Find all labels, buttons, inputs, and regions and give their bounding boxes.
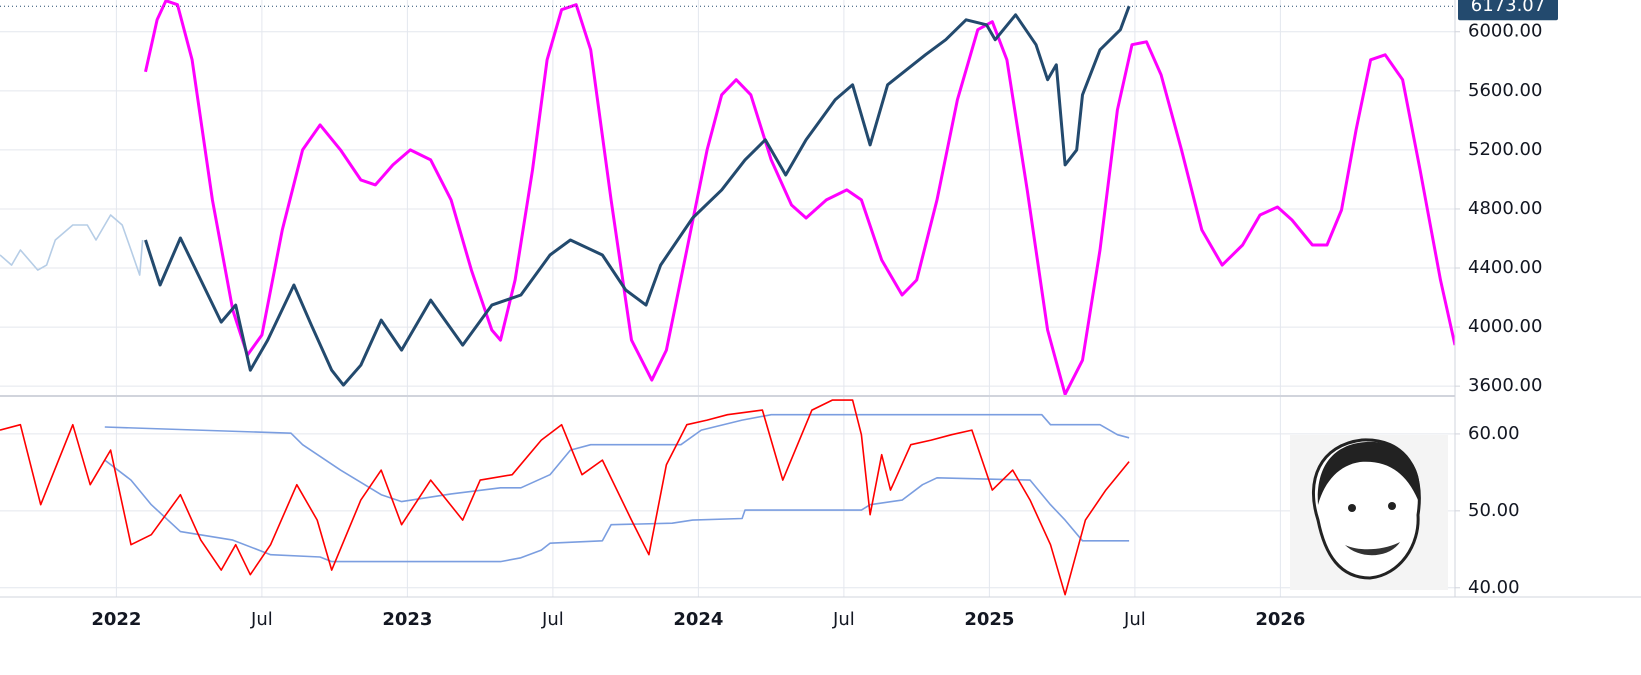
y-tick-label: 5200.00 xyxy=(1468,139,1542,160)
portrait-hair xyxy=(1317,441,1420,505)
x-tick-label: Jul xyxy=(541,609,564,630)
y-tick-label: 6000.00 xyxy=(1468,21,1542,42)
portrait xyxy=(1290,435,1448,590)
y-tick-label: 4800.00 xyxy=(1468,198,1542,219)
series-line xyxy=(0,214,144,276)
indicator-panel xyxy=(0,399,1130,596)
portrait-face xyxy=(1311,438,1421,580)
series-line xyxy=(144,0,1455,395)
x-tick-label: 2023 xyxy=(382,609,432,630)
x-tick-label: 2025 xyxy=(964,609,1014,630)
y-tick-label: 5600.00 xyxy=(1468,80,1542,101)
y-tick-label: 50.00 xyxy=(1468,500,1520,521)
portrait-eye xyxy=(1388,502,1396,510)
last-price-tag xyxy=(1458,0,1558,21)
axes: 3600.00 4000.00 4400.00 4800.00 5200.00 5600.… xyxy=(0,0,1558,630)
series-line xyxy=(144,5,1131,387)
series-line xyxy=(0,399,1130,596)
series-line xyxy=(104,459,1130,563)
y-tick-label: 4000.00 xyxy=(1468,316,1542,337)
x-tick-label: 2026 xyxy=(1255,609,1305,630)
price-panel xyxy=(0,0,1455,395)
last-price-label: 6173.07 xyxy=(1471,0,1545,16)
portrait-smile xyxy=(1345,542,1400,556)
grid xyxy=(0,0,1455,597)
x-tick-label: 2022 xyxy=(91,609,141,630)
series-line xyxy=(104,413,1130,503)
x-tick-label: Jul xyxy=(832,609,855,630)
y-tick-label: 3600.00 xyxy=(1468,375,1542,396)
x-tick-label: Jul xyxy=(1123,609,1146,630)
x-tick-label: 2024 xyxy=(673,609,723,630)
x-tick-label: Jul xyxy=(250,609,273,630)
portrait-eye xyxy=(1348,504,1356,512)
y-tick-label: 40.00 xyxy=(1468,577,1520,598)
y-tick-label: 60.00 xyxy=(1468,423,1520,444)
y-tick-label: 4400.00 xyxy=(1468,257,1542,278)
